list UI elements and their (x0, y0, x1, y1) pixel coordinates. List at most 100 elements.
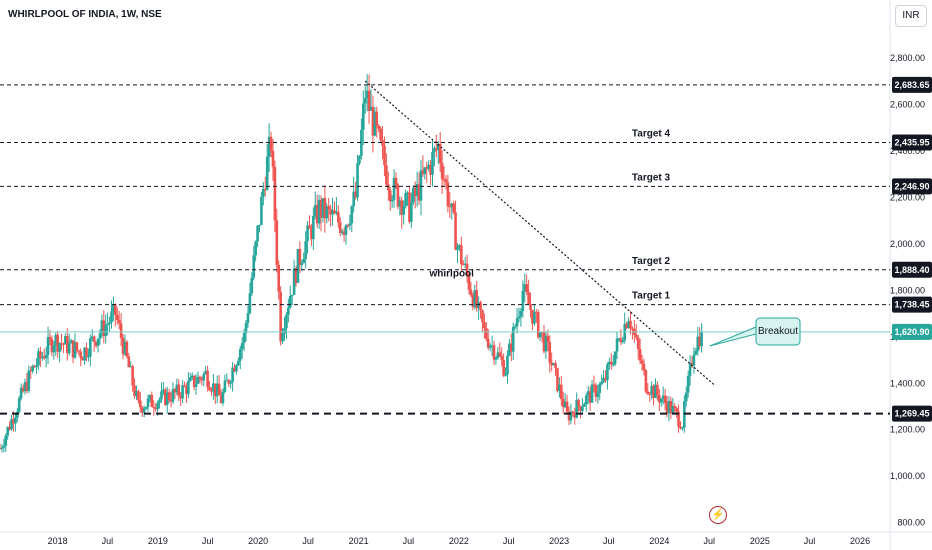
candle (148, 395, 152, 399)
candle (44, 354, 48, 359)
level-price-label: 1,888.40 (894, 265, 929, 275)
candle (583, 404, 586, 407)
x-tick-label: 2025 (750, 536, 770, 546)
candle (269, 136, 273, 151)
candle (615, 338, 619, 352)
candle (298, 249, 302, 265)
candle (204, 370, 207, 374)
candle (262, 188, 265, 197)
candle (152, 406, 156, 409)
candle (237, 360, 240, 366)
currency-button[interactable]: INR (895, 5, 927, 27)
candle (81, 358, 84, 361)
last-price-box (892, 323, 932, 340)
level-price-box (892, 178, 932, 195)
candle (337, 211, 340, 223)
candle (223, 380, 227, 392)
y-tick-label: 1,400.00 (890, 378, 925, 388)
candle (142, 409, 146, 413)
y-tick-label: 800.00 (897, 518, 925, 528)
candle (398, 200, 402, 207)
candle (581, 406, 584, 412)
candle (158, 399, 161, 403)
candle (183, 385, 186, 387)
candle (554, 363, 557, 369)
candle (108, 322, 111, 324)
candle (394, 177, 398, 185)
candle (146, 398, 150, 407)
candle (377, 125, 380, 129)
candle (21, 387, 25, 392)
candle (494, 357, 498, 360)
candle (485, 328, 488, 339)
candle (144, 406, 148, 410)
candle (504, 374, 507, 376)
level-price-box (892, 261, 932, 278)
candle (362, 103, 365, 130)
candle (650, 385, 653, 395)
candle (315, 204, 319, 224)
candle (27, 370, 31, 391)
candle (171, 389, 175, 402)
candle (275, 220, 279, 265)
candle (461, 264, 465, 266)
lightning-icon[interactable]: ⚡ (709, 506, 727, 524)
candle (65, 336, 69, 354)
candle (454, 212, 457, 250)
candle (329, 209, 332, 215)
x-tick-label: 2018 (48, 536, 68, 546)
candle (450, 203, 454, 208)
candle (244, 322, 248, 333)
candle (279, 291, 282, 342)
candle (429, 164, 432, 175)
x-tick-label: Jul (202, 536, 214, 546)
x-tick-label: 2019 (148, 536, 168, 546)
candle (288, 295, 292, 308)
candle (283, 328, 286, 334)
candle (31, 365, 34, 372)
candle (431, 151, 434, 175)
candle (442, 179, 446, 181)
candle (304, 241, 307, 260)
x-tick-label: 2022 (449, 536, 469, 546)
trendline (364, 80, 716, 387)
candle (319, 200, 323, 218)
level-price-label: 1,269.45 (894, 409, 929, 419)
candle (600, 381, 603, 385)
candle (352, 191, 355, 207)
x-tick-label: Jul (804, 536, 816, 546)
candle (636, 337, 640, 350)
candle (419, 170, 423, 201)
candle (558, 384, 561, 391)
candle (160, 391, 163, 400)
candle (96, 338, 100, 346)
candle (6, 426, 9, 436)
candle (115, 314, 119, 321)
candle (12, 419, 15, 424)
candle (58, 343, 61, 352)
candle (523, 284, 527, 291)
candle (506, 355, 509, 375)
candle (567, 411, 571, 421)
candle (669, 401, 673, 414)
candle (150, 395, 154, 407)
candle (571, 411, 575, 414)
candle (617, 338, 621, 340)
x-tick-label: Jul (302, 536, 314, 546)
candle (533, 311, 536, 324)
candle (227, 380, 231, 384)
candle (217, 383, 221, 396)
candle (490, 345, 494, 347)
candle (544, 335, 548, 352)
candle (300, 263, 304, 265)
candle (181, 385, 184, 399)
candle (64, 336, 67, 345)
candle (127, 356, 131, 368)
target-label: Target 1 (632, 291, 671, 302)
candle (592, 384, 596, 386)
candle (542, 332, 546, 352)
candle (371, 106, 375, 136)
y-tick-label: 2,000.00 (890, 239, 925, 249)
x-tick-label: 2021 (349, 536, 369, 546)
